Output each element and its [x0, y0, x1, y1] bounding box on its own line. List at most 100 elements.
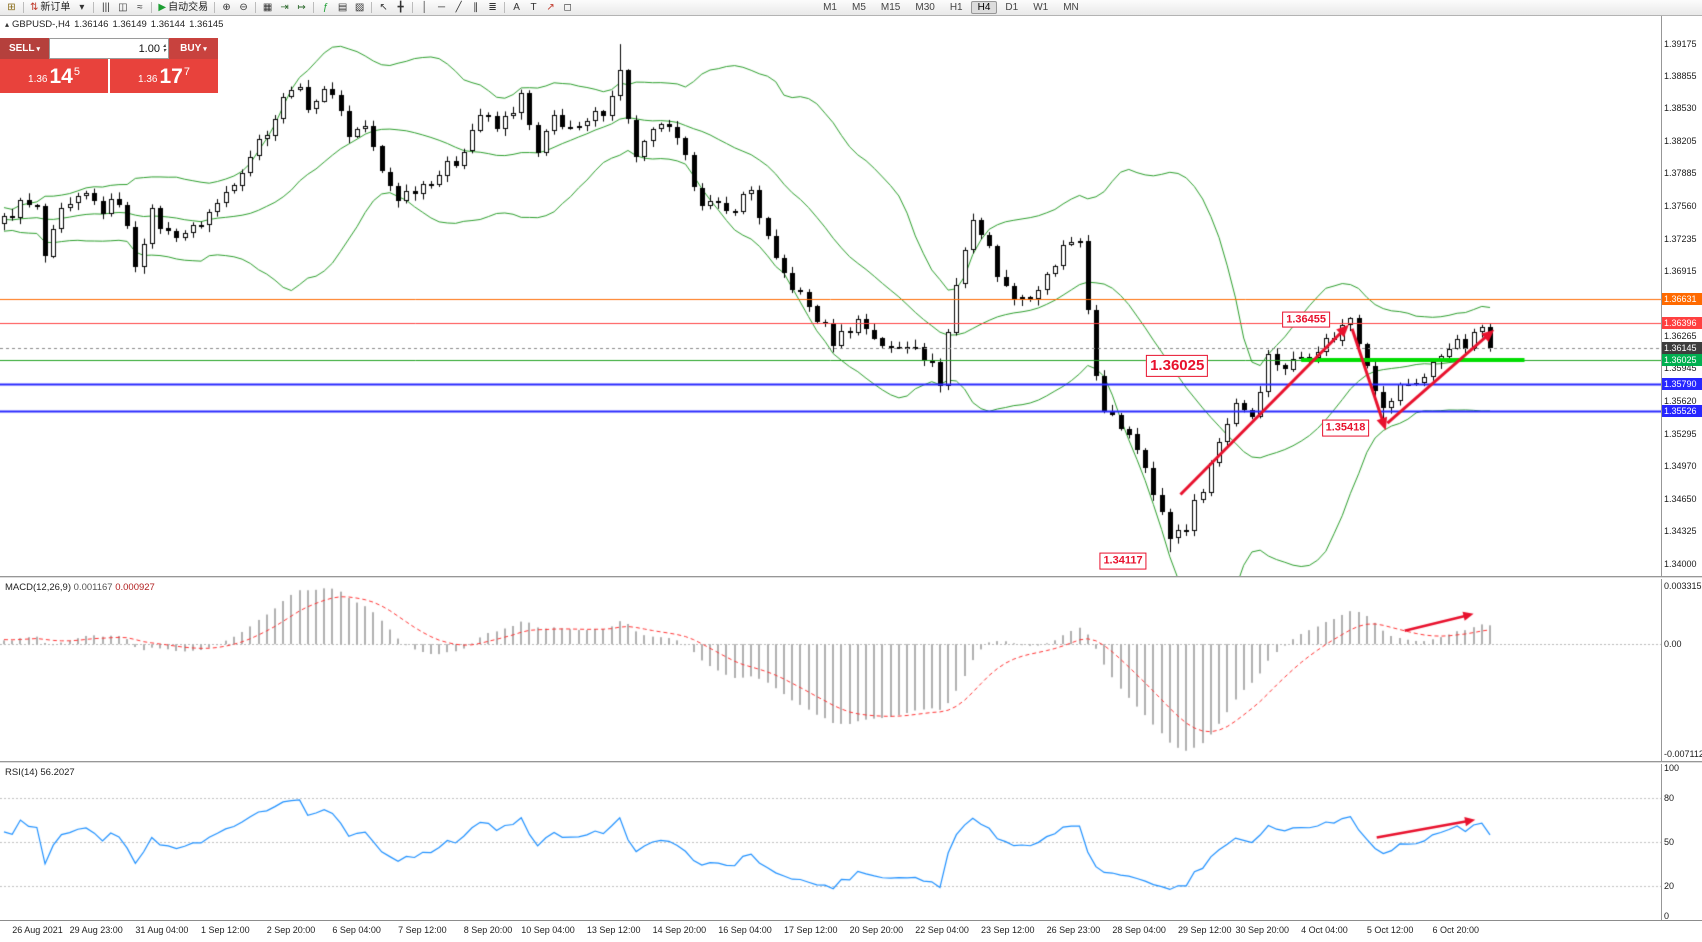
one-click-trading-widget: SELL ▾ 1.00 ▴ ▾ BUY ▾ 1.36 14 5 1.36 17 7 [0, 38, 218, 93]
stepper-up-icon[interactable]: ▴ [162, 42, 166, 49]
arrows-tool-icon: ↗ [546, 1, 555, 13]
macd-scale-zero: 0.00 [1664, 639, 1682, 650]
shapes-button[interactable]: ◻ [559, 1, 576, 15]
buy-button[interactable]: BUY ▾ [169, 38, 218, 59]
rsi-value: 56.2027 [40, 767, 75, 778]
zoom-out-button[interactable]: ⊖ [235, 1, 252, 15]
volume-input[interactable]: 1.00 ▴ ▾ [49, 38, 169, 59]
price-badge: 1.36145 [1662, 342, 1702, 355]
equidistant-channel-icon: ∥ [473, 1, 479, 13]
vertical-line-button[interactable]: │ [416, 1, 433, 15]
toolbar-separator [214, 2, 216, 13]
price-tick: 1.35295 [1664, 428, 1697, 439]
rsi-label: RSI(14) 56.2027 [5, 767, 75, 778]
sell-price-button[interactable]: 1.36 14 5 [0, 59, 108, 93]
rsi-scale-label: 100 [1664, 764, 1680, 773]
line-chart-icon: ≈ [137, 1, 143, 13]
time-axis-label: 17 Sep 12:00 [783, 925, 838, 935]
time-axis-label: 1 Sep 12:00 [201, 925, 250, 935]
text-button[interactable]: A [508, 1, 525, 15]
macd-scale[interactable]: 0.003315 0.00 -0.007112 [1661, 579, 1702, 761]
indicators-button[interactable]: ƒ [317, 1, 334, 15]
new-order-menu-button[interactable]: ▾ [73, 1, 90, 15]
autotrading-label: 自动交易 [168, 1, 209, 13]
time-axis-label: 6 Sep 04:00 [332, 925, 381, 935]
price-chart-canvas[interactable] [0, 16, 1661, 576]
candlestick-chart-button[interactable]: ◫ [114, 1, 131, 15]
time-axis-label: 28 Sep 04:00 [1112, 925, 1166, 935]
bar-chart-button[interactable]: ||| [97, 1, 114, 15]
buy-price-button[interactable]: 1.36 17 7 [110, 59, 218, 93]
timeframe-m5[interactable]: M5 [852, 2, 866, 13]
rsi-scale[interactable]: 100 80 50 20 0 [1661, 764, 1702, 920]
timeframe-m15[interactable]: M15 [880, 2, 901, 13]
shapes-icon: ◻ [563, 1, 572, 13]
rsi-scale-label: 0 [1664, 911, 1670, 920]
ohlc-open: 1.36146 [74, 19, 109, 30]
time-axis-label: 26 Aug 2021 [12, 925, 63, 935]
time-axis-label: 6 Oct 20:00 [1432, 925, 1480, 935]
panel-divider[interactable] [0, 761, 1702, 764]
autotrading-button[interactable]: ▶ 自动交易 [155, 1, 211, 15]
price-tick: 1.38205 [1664, 136, 1697, 147]
price-tick: 1.36915 [1664, 265, 1697, 276]
text-label-button[interactable]: T [525, 1, 542, 15]
toolbar-separator [255, 2, 257, 13]
horizontal-line-button[interactable]: ─ [433, 1, 450, 15]
timeframe-h1[interactable]: H1 [949, 2, 963, 13]
candlestick-chart-icon: ◫ [118, 1, 128, 13]
rsi-canvas[interactable] [0, 764, 1661, 920]
buy-caret-icon: ▾ [203, 45, 207, 53]
toolbar: ⊞ ⇅ 新订单 ▾ ||| ◫ ≈ ▶ 自动交易 ⊕ ⊖ ▦ ⇥ ↦ ƒ ▤ ▨ ↖ ╋ │ ─ ╱ ∥ ≣ A T ↗ ◻ M1 M5 M… [0, 0, 1702, 16]
rsi-scale-label: 80 [1664, 792, 1675, 803]
new-chart-button[interactable]: ⊞ [3, 1, 20, 15]
price-scale[interactable]: 1.39175 1.38855 1.38530 1.38205 1.37885 1.375… [1661, 16, 1702, 576]
sell-button[interactable]: SELL ▾ [0, 38, 49, 59]
panel-divider[interactable] [0, 576, 1702, 579]
periods-icon: ▤ [337, 1, 348, 13]
timeframe-toolbar: M1 M5 M15 M30 H1 H4 D1 W1 MN [816, 1, 1086, 14]
time-axis[interactable]: 26 Aug 2021 29 Aug 23:00 31 Aug 04:00 1 Sep… [0, 920, 1702, 942]
crosshair-button[interactable]: ╋ [392, 1, 409, 15]
chart-shift-icon: ↦ [297, 1, 306, 13]
vertical-line-icon: │ [421, 1, 428, 13]
price-badge: 1.35790 [1662, 377, 1702, 390]
templates-button[interactable]: ▨ [351, 1, 368, 15]
tile-windows-button[interactable]: ▦ [259, 1, 276, 15]
volume-stepper[interactable]: ▴ ▾ [162, 42, 166, 54]
one-click-collapse-icon[interactable]: ▴ [5, 20, 10, 29]
trendline-button[interactable]: ╱ [450, 1, 467, 15]
toolbar-separator [23, 2, 24, 13]
new-order-button[interactable]: ⇅ 新订单 [27, 1, 73, 15]
indicators-icon: ƒ [322, 1, 329, 13]
symbol-name: GBPUSD-,H4 [12, 19, 71, 30]
time-axis-label: 8 Sep 20:00 [463, 925, 513, 935]
time-axis-label: 7 Sep 12:00 [398, 925, 447, 935]
fibonacci-button[interactable]: ≣ [484, 1, 501, 15]
equidistant-channel-button[interactable]: ∥ [467, 1, 484, 15]
timeframe-h4[interactable]: H4 [970, 1, 998, 14]
price-badge: 1.36631 [1662, 293, 1702, 306]
macd-canvas[interactable] [0, 579, 1661, 761]
price-tick: 1.37560 [1664, 201, 1697, 212]
auto-scroll-button[interactable]: ⇥ [276, 1, 293, 15]
toolbar-separator [504, 2, 506, 13]
periods-button[interactable]: ▤ [334, 1, 351, 15]
arrows-tool-button[interactable]: ↗ [542, 1, 559, 15]
tile-windows-icon: ▦ [262, 1, 273, 13]
stepper-down-icon[interactable]: ▾ [162, 47, 166, 54]
chart-shift-button[interactable]: ↦ [293, 1, 310, 15]
bar-chart-icon: ||| [101, 1, 110, 13]
timeframe-mn[interactable]: MN [1063, 2, 1079, 13]
price-annotation: 1.35418 [1321, 419, 1370, 437]
timeframe-d1[interactable]: D1 [1005, 2, 1019, 13]
cursor-button[interactable]: ↖ [375, 1, 392, 15]
timeframe-m30[interactable]: M30 [915, 2, 935, 13]
zoom-in-button[interactable]: ⊕ [218, 1, 235, 15]
timeframe-m1[interactable]: M1 [823, 2, 837, 13]
time-axis-label: 30 Sep 20:00 [1235, 925, 1290, 935]
cursor-icon: ↖ [379, 1, 388, 13]
macd-label: MACD(12,26,9) 0.001167 0.000927 [5, 582, 155, 593]
timeframe-w1[interactable]: W1 [1033, 2, 1049, 13]
line-chart-button[interactable]: ≈ [131, 1, 148, 15]
